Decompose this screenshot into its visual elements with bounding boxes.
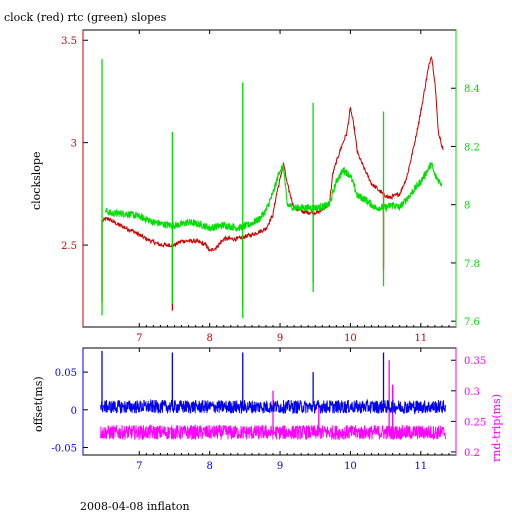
x-tick-label: 7 (136, 333, 142, 344)
slope-plot-frame (82, 29, 457, 328)
x-tick-label: 7 (136, 461, 142, 472)
y-right-tick-label: 0.25 (464, 417, 486, 428)
y-right-tick-label: 0.2 (464, 448, 480, 459)
rnd-trip-axis-label: rnd-trip(ms) (490, 394, 503, 462)
rnd-trip-series (100, 360, 446, 441)
slope-axes: 7 8 9 10 11 2.5 3 3.5 7.6 7.8 8 8.2 8.4 (61, 30, 480, 344)
y-right-tick-label: 8 (464, 201, 470, 212)
y-right-tick-label: 7.6 (464, 317, 480, 328)
x-tick-label: 8 (206, 333, 212, 344)
y-right-tick-label: 7.8 (464, 259, 480, 270)
y-left-tick-label: 0 (71, 406, 77, 417)
x-tick-label: 11 (414, 333, 427, 344)
y-left-tick-label: 3 (71, 139, 77, 150)
rtc-slope-series (101, 59, 443, 319)
y-left-tick-label: 2.5 (61, 241, 77, 252)
clockslope-axis-label: clockslope (30, 152, 43, 210)
series-line (100, 424, 446, 441)
x-tick-label: 8 (206, 461, 212, 472)
clock-slope-series (101, 55, 444, 311)
offset-panel: 7 8 9 10 11 -0.05 0 0.05 0.2 0.25 0.3 0.35 offset(m… (32, 347, 503, 472)
x-tick-label: 11 (414, 461, 427, 472)
y-right-tick-label: 0.3 (464, 387, 480, 398)
x-tick-label: 9 (277, 333, 283, 344)
x-tick-label: 10 (344, 333, 357, 344)
footer-label: 2008-04-08 inflaton (80, 500, 190, 512)
offset-series (100, 351, 446, 415)
x-tick-label: 9 (277, 461, 283, 472)
series-line (100, 398, 446, 415)
slope-panel: 7 8 9 10 11 2.5 3 3.5 7.6 7.8 8 8.2 8.4 clockslope (30, 29, 480, 344)
y-right-tick-label: 8.4 (464, 84, 480, 95)
x-tick-label: 10 (344, 461, 357, 472)
y-left-tick-label: -0.05 (51, 443, 77, 454)
series-line (102, 55, 444, 253)
series-line (105, 161, 443, 233)
y-left-tick-label: 3.5 (61, 36, 77, 47)
offset-axis-label: offset(ms) (32, 376, 45, 432)
offset-axes: 7 8 9 10 11 -0.05 0 0.05 0.2 0.25 0.3 0.35 (51, 348, 486, 472)
y-right-tick-label: 0.35 (464, 356, 486, 367)
y-left-tick-label: 0.05 (55, 368, 77, 379)
chart-title: clock (red) rtc (green) slopes (4, 11, 167, 24)
y-right-tick-label: 8.2 (464, 142, 480, 153)
